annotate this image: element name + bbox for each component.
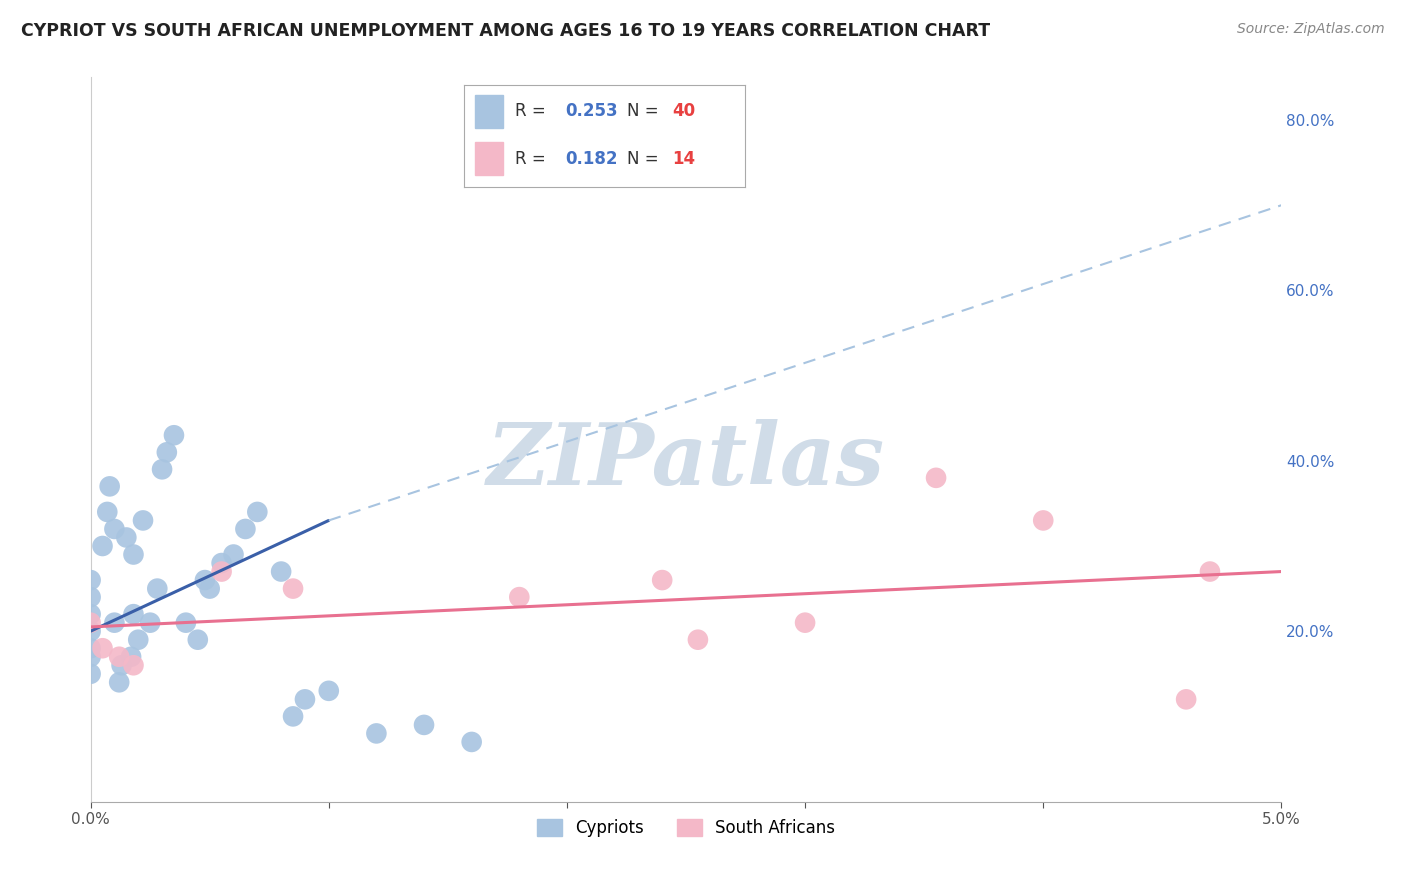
Bar [475,95,503,128]
Text: R =: R = [515,103,551,120]
Point [413,718,436,732]
Point [187,632,209,647]
Point [139,615,162,630]
Point [132,513,155,527]
Point [163,428,186,442]
Point [96,505,118,519]
Point [222,548,245,562]
Point [156,445,179,459]
Point [120,649,142,664]
Point [686,632,709,647]
Point [794,615,817,630]
Text: R =: R = [515,150,551,168]
Point [281,582,304,596]
Text: N =: N = [627,103,664,120]
Point [235,522,257,536]
Point [79,624,101,639]
Point [150,462,173,476]
Point [110,658,132,673]
Point [508,590,530,604]
Point [79,649,101,664]
Point [122,548,145,562]
Text: CYPRIOT VS SOUTH AFRICAN UNEMPLOYMENT AMONG AGES 16 TO 19 YEARS CORRELATION CHAR: CYPRIOT VS SOUTH AFRICAN UNEMPLOYMENT AM… [21,22,990,40]
Point [91,539,114,553]
Point [115,531,138,545]
Text: 40: 40 [672,103,695,120]
Text: 0.253: 0.253 [565,103,617,120]
Point [270,565,292,579]
Point [103,615,125,630]
Point [318,683,340,698]
Text: ZIPatlas: ZIPatlas [486,419,884,503]
Point [194,573,217,587]
Point [146,582,169,596]
Point [1199,565,1222,579]
Point [98,479,121,493]
Point [122,607,145,622]
Point [103,522,125,536]
Point [108,675,131,690]
Point [174,615,197,630]
Point [198,582,221,596]
Legend: Cypriots, South Africans: Cypriots, South Africans [530,813,842,844]
Bar [475,142,503,175]
Point [366,726,388,740]
Point [651,573,673,587]
Point [211,565,233,579]
Point [1175,692,1198,706]
Point [246,505,269,519]
Text: 14: 14 [672,150,695,168]
Point [1032,513,1054,527]
Point [281,709,304,723]
Point [294,692,316,706]
Point [79,607,101,622]
Text: N =: N = [627,150,664,168]
Point [91,641,114,656]
Point [79,641,101,656]
Point [79,573,101,587]
Point [79,666,101,681]
Point [122,658,145,673]
Text: Source: ZipAtlas.com: Source: ZipAtlas.com [1237,22,1385,37]
Point [211,556,233,570]
Point [79,615,101,630]
Point [925,471,948,485]
Point [79,590,101,604]
Text: 0.182: 0.182 [565,150,617,168]
Point [108,649,131,664]
Point [460,735,482,749]
Point [127,632,149,647]
